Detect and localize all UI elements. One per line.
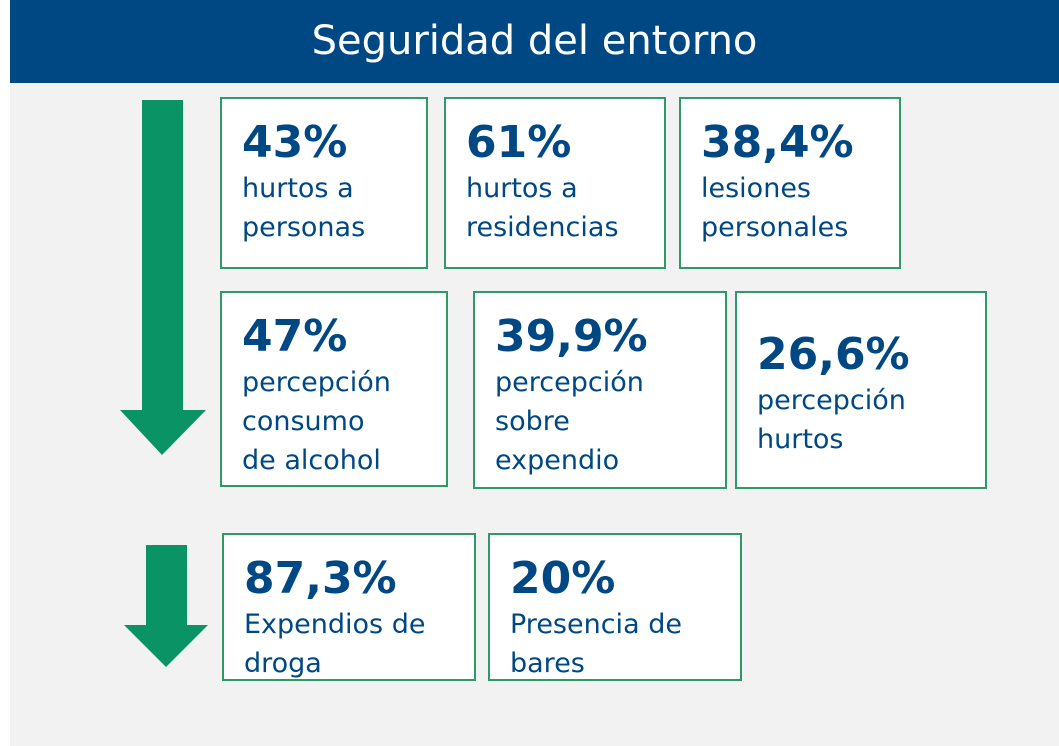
stat-value: 39,9% (495, 311, 648, 362)
stat-card: 20% Presencia de bares (488, 533, 742, 681)
stat-label: percepción (757, 385, 906, 416)
stat-label: percepción (495, 367, 644, 398)
stat-label: hurtos a (466, 173, 578, 204)
stat-label: droga (244, 648, 322, 679)
stat-label: Expendios de (244, 609, 426, 640)
stat-card: 39,9% percepción sobre expendio (473, 291, 727, 489)
arrow (124, 545, 208, 667)
stat-label: personales (701, 212, 849, 243)
stat-label: bares (510, 648, 585, 679)
stat-value: 26,6% (757, 329, 910, 380)
stat-label: hurtos a (242, 173, 354, 204)
stat-value: 20% (510, 553, 616, 604)
stat-value: 61% (466, 117, 572, 168)
arrow (120, 100, 206, 455)
stat-card: 87,3% Expendios de droga (222, 533, 476, 681)
arrows (120, 100, 208, 667)
stat-label: Presencia de (510, 609, 682, 640)
stat-value: 47% (242, 311, 348, 362)
stat-label: residencias (466, 212, 619, 243)
stat-label: lesiones (701, 173, 811, 204)
stat-value: 87,3% (244, 553, 397, 604)
stat-card: 61% hurtos a residencias (444, 97, 666, 269)
stat-label: expendio (495, 445, 620, 476)
panel: Seguridad del entorno 43% hurtos a persona… (10, 0, 1059, 746)
header: Seguridad del entorno (10, 0, 1059, 83)
stat-label: de alcohol (242, 445, 381, 476)
stat-label: consumo (242, 406, 365, 437)
stat-label: hurtos (757, 424, 844, 455)
stat-label: sobre (495, 406, 570, 437)
stat-label: percepción (242, 367, 391, 398)
stat-card: 47% percepción consumo de alcohol (220, 291, 448, 487)
stat-card: 38,4% lesiones personales (679, 97, 901, 269)
stat-card: 43% hurtos a personas (220, 97, 428, 269)
stat-value: 38,4% (701, 117, 854, 168)
stat-card: 26,6% percepción hurtos (735, 291, 987, 489)
stat-label: personas (242, 212, 366, 243)
stat-value: 43% (242, 117, 348, 168)
